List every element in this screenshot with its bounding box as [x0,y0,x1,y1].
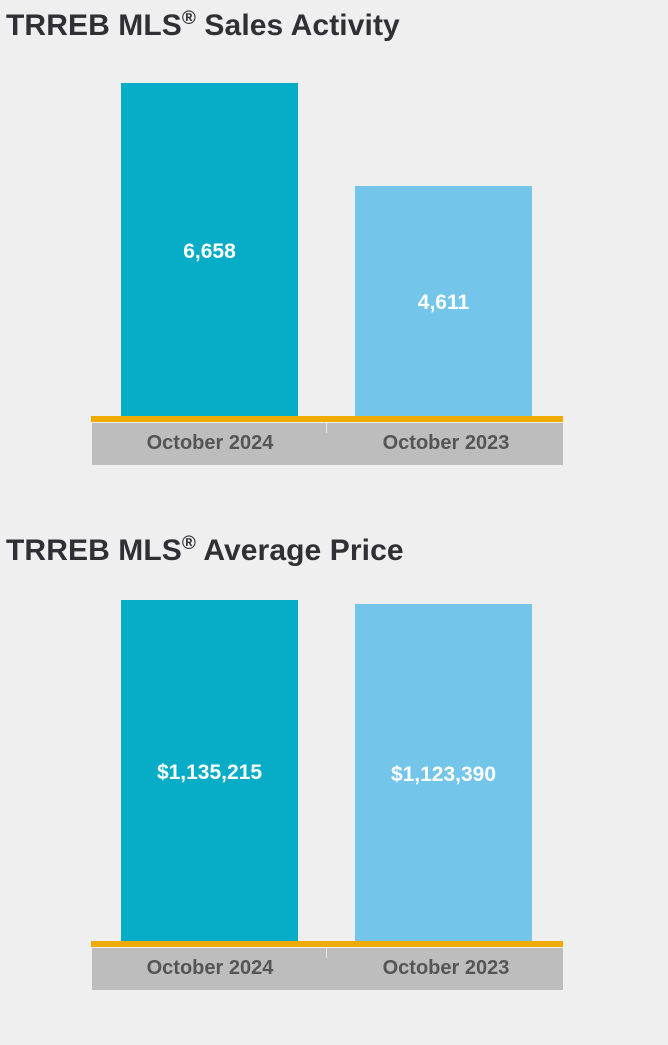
average-price-bar-october-2023 [355,604,532,945]
sales-activity-title-main: TRREB MLS [6,9,182,42]
sales-activity-x-axis: October 2024 October 2023 [92,423,563,465]
average-price-baseline [91,941,563,947]
axis-divider [326,423,327,433]
average-price-title-main: TRREB MLS [6,534,182,567]
average-price-value-label: $1,123,390 [390,762,497,786]
sales-activity-value-label: 6,658 [183,239,236,263]
average-price-plot: $1,135,215 $1,123,390 October 2024 October … [0,525,668,1045]
average-price-bar-october-2024 [121,600,298,945]
sales-activity-plot: 6,658 4,611 October 2024 October 2023 [0,0,668,520]
registered-mark: ® [181,533,196,554]
sales-activity-bar-october-2024 [121,83,298,420]
average-price-title-rest: Average Price [196,534,404,567]
sales-activity-title: TRREB MLS® Sales Activity [6,9,400,43]
average-price-chart: TRREB MLS® Average Price $1,135,215 $1,12… [0,525,668,1024]
average-price-tick-label: October 2024 [146,957,274,979]
sales-activity-bar-october-2023 [355,186,532,420]
axis-divider [326,948,327,958]
average-price-tick-label: October 2023 [382,957,510,979]
sales-activity-chart: TRREB MLS® Sales Activity 6,658 4,611 Octo… [0,0,668,520]
sales-activity-baseline [91,416,563,422]
sales-activity-value-label: 4,611 [417,291,470,314]
sales-activity-tick-label: October 2023 [382,432,510,454]
average-price-value-label: $1,135,215 [156,760,263,784]
sales-activity-tick-label: October 2024 [146,432,274,454]
sales-activity-title-rest: Sales Activity [196,9,400,42]
average-price-x-axis: October 2024 October 2023 [92,948,563,990]
registered-mark: ® [181,8,196,29]
average-price-title: TRREB MLS® Average Price [6,534,404,568]
